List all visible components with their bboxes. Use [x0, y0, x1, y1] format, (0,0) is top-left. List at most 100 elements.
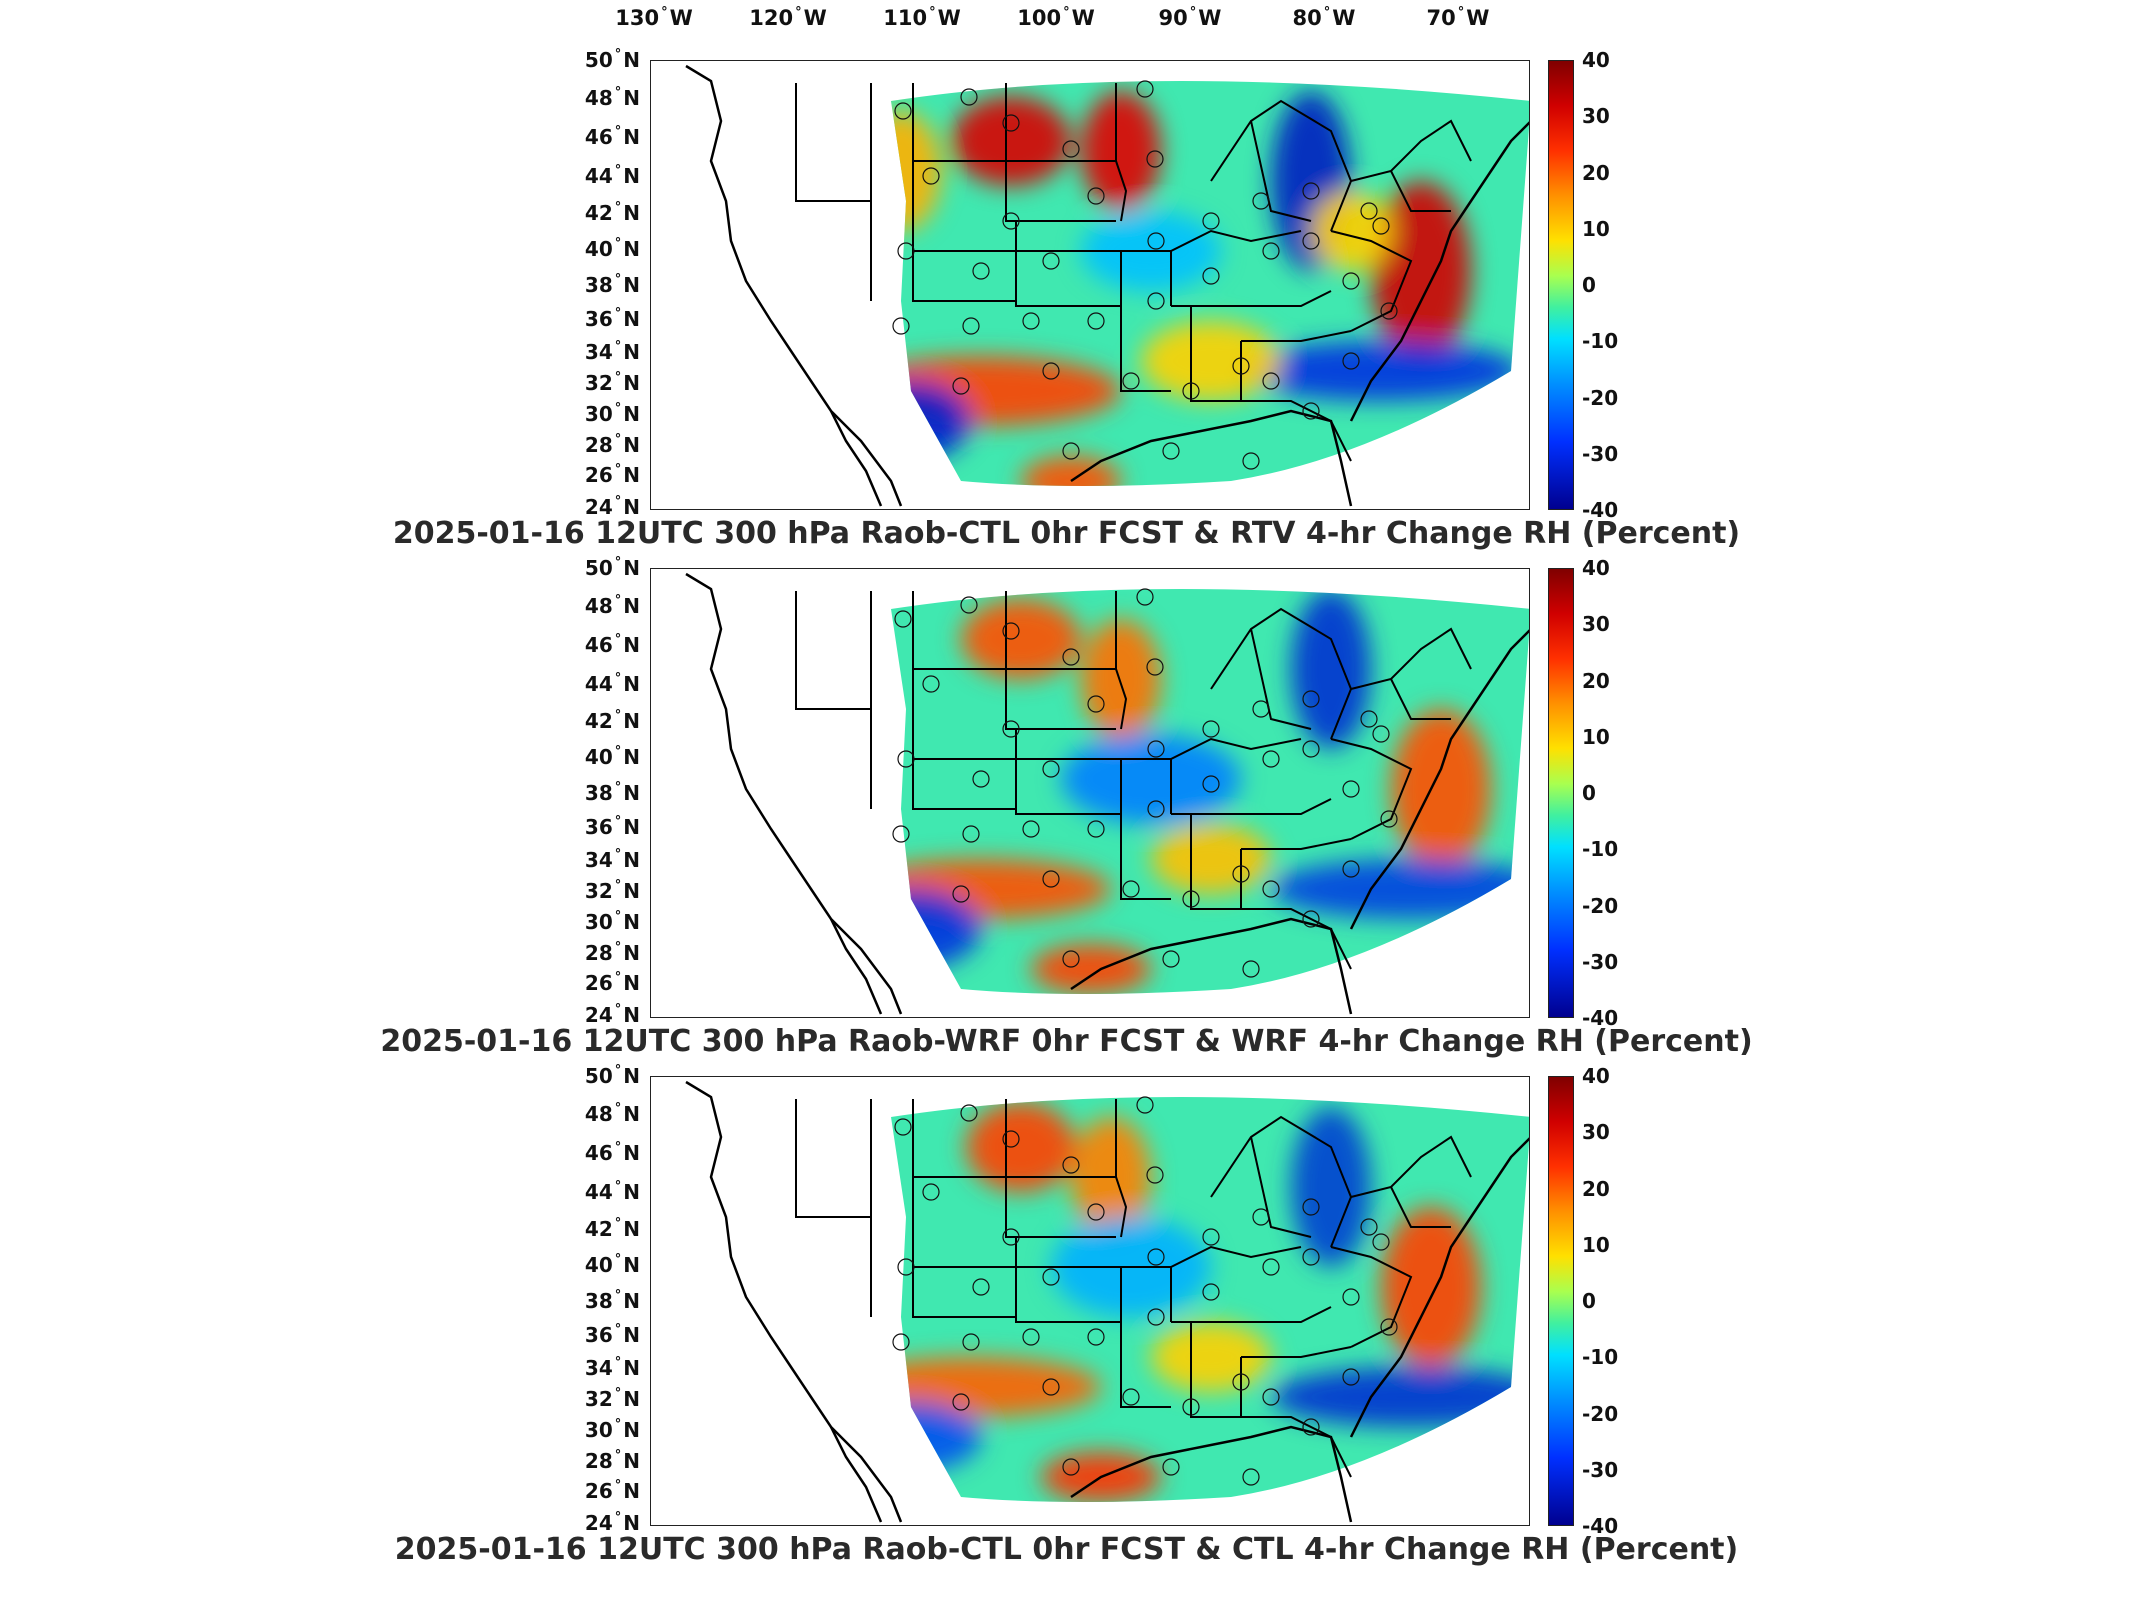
lon-label: 120 °W [749, 5, 827, 30]
raob-station-marker [1022, 312, 1040, 330]
lat-label: 42 ° N [584, 200, 640, 225]
raob-station-marker [962, 825, 980, 843]
lat-label: 46 ° N [584, 124, 640, 149]
raob-station-marker [962, 1333, 980, 1351]
raob-station-marker [1146, 658, 1164, 676]
raob-station-marker [1162, 1458, 1180, 1476]
colorbar-tick-label: 10 [1582, 216, 1610, 241]
raob-station-marker [1182, 382, 1200, 400]
lat-label: 38 ° N [584, 272, 640, 297]
raob-station-marker [972, 770, 990, 788]
lat-label: 30 ° N [584, 1417, 640, 1442]
raob-station-marker [1147, 1308, 1165, 1326]
lat-label: 44 ° N [584, 671, 640, 696]
lon-label: 100 °W [1017, 5, 1095, 30]
raob-station-marker [897, 1258, 915, 1276]
raob-station-marker [1202, 720, 1220, 738]
raob-station-marker [1232, 357, 1250, 375]
raob-station-marker [1147, 1248, 1165, 1266]
raob-station-marker [1262, 372, 1280, 390]
raob-stations [892, 588, 1398, 978]
raob-station-marker [1262, 242, 1280, 260]
raob-station-marker [1146, 1166, 1164, 1184]
colorbar [1548, 568, 1574, 1018]
state-borders [685, 572, 1529, 1015]
panel-title: 2025-01-16 12UTC 300 hPa Raob-CTL 0hr FC… [392, 516, 1741, 551]
raob-station-marker [1002, 1228, 1020, 1246]
lat-label: 50 ° N [584, 47, 640, 72]
raob-station-marker [952, 377, 970, 395]
raob-station-marker [960, 1104, 978, 1122]
raob-station-marker [894, 1118, 912, 1136]
raob-station-marker [894, 610, 912, 628]
raob-station-marker [1062, 1458, 1080, 1476]
raob-station-marker [1182, 890, 1200, 908]
colorbar-tick-label: 30 [1582, 612, 1610, 637]
raob-station-marker [1042, 252, 1060, 270]
raob-station-marker [960, 88, 978, 106]
raob-station-marker [1062, 950, 1080, 968]
raob-station-marker [972, 1278, 990, 1296]
colorbar-tick-label: 40 [1582, 556, 1610, 580]
raob-station-marker [1147, 740, 1165, 758]
raob-station-marker [1022, 1328, 1040, 1346]
raob-station-marker [1136, 588, 1154, 606]
raob-station-marker [1342, 1288, 1360, 1306]
raob-station-marker [1302, 1418, 1320, 1436]
raob-station-marker [922, 1183, 940, 1201]
raob-station-marker [1087, 187, 1105, 205]
colorbar-tick-label: -20 [1582, 385, 1619, 410]
raob-station-marker [1302, 910, 1320, 928]
raob-station-marker [1380, 810, 1398, 828]
raob-station-marker [1087, 695, 1105, 713]
raob-station-marker [1002, 622, 1020, 640]
map-panel [650, 568, 1530, 1018]
raob-station-marker [1202, 267, 1220, 285]
lat-label: 46 ° N [584, 632, 640, 657]
raob-station-marker [1232, 1373, 1250, 1391]
colorbar-tick-label: 0 [1582, 273, 1596, 297]
raob-station-marker [1262, 750, 1280, 768]
raob-station-marker [1342, 780, 1360, 798]
lat-label: 28 ° N [584, 1448, 640, 1473]
raob-station-marker [894, 102, 912, 120]
lat-label: 34 ° N [584, 847, 640, 872]
colorbar-tick-label: 10 [1582, 1232, 1610, 1257]
raob-station-marker [892, 317, 910, 335]
raob-station-marker [1136, 80, 1154, 98]
raob-station-marker [1302, 232, 1320, 250]
raob-station-marker [1087, 1328, 1105, 1346]
panel-title: 2025-01-16 12UTC 300 hPa Raob-CTL 0hr FC… [394, 1532, 1739, 1567]
colorbar-tick-label: 20 [1582, 160, 1610, 185]
raob-station-marker [1002, 212, 1020, 230]
lon-label: 130 °W [615, 5, 693, 30]
colorbar-tick-label: -40 [1582, 498, 1619, 522]
colorbar-tick-label: -40 [1582, 1514, 1619, 1538]
lat-label: 40 ° N [584, 744, 640, 769]
raob-station-marker [1232, 865, 1250, 883]
raob-station-marker [1302, 402, 1320, 420]
raob-station-marker [972, 262, 990, 280]
map-panel [650, 1076, 1530, 1526]
colorbar-tick-label: -10 [1582, 329, 1619, 354]
raob-station-marker [1202, 212, 1220, 230]
lat-label: 44 ° N [584, 163, 640, 188]
map-svg [685, 1080, 1529, 1523]
raob-station-marker [892, 1333, 910, 1351]
lat-label: 34 ° N [584, 339, 640, 364]
lat-label: 46 ° N [584, 1140, 640, 1165]
state-borders [685, 1080, 1529, 1523]
raob-station-marker [1062, 140, 1080, 158]
colorbar-tick-label: -30 [1582, 1457, 1619, 1482]
lon-label: 70 °W [1426, 5, 1490, 30]
raob-station-marker [1062, 1156, 1080, 1174]
raob-station-marker [1372, 217, 1390, 235]
raob-station-marker [897, 750, 915, 768]
raob-station-marker [892, 825, 910, 843]
lat-label: 24 ° N [584, 1002, 640, 1027]
raob-station-marker [1062, 442, 1080, 460]
raob-station-marker [1302, 740, 1320, 758]
colorbar-tick-label: 30 [1582, 1120, 1610, 1145]
colorbar-tick-label: 20 [1582, 1176, 1610, 1201]
raob-station-marker [1146, 150, 1164, 168]
